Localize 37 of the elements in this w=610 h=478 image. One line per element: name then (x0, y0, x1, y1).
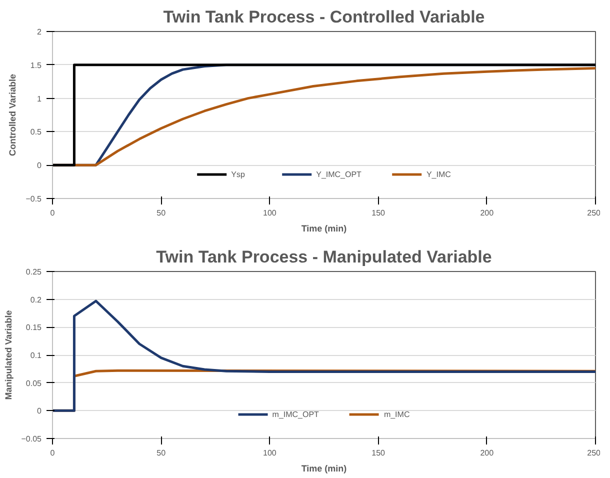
y-tick-label: −0.5 (26, 194, 42, 204)
chart-title: Twin Tank Process - Manipulated Variable (156, 248, 492, 266)
x-tick-label: 200 (480, 448, 494, 458)
legend-label: Y_IMC_OPT (316, 170, 362, 178)
x-tick-label: 200 (480, 208, 494, 218)
y-tick-label: 1.5 (30, 60, 42, 70)
x-tick-label: 100 (263, 448, 277, 458)
y-tick-label: 0.25 (26, 268, 42, 276)
legend-label: m_IMC (384, 410, 410, 418)
legend-label: m_IMC_OPT (272, 410, 319, 418)
x-tick-label: 250 (587, 208, 602, 218)
y-tick-label: 0 (37, 406, 42, 416)
y-tick-label: −0.05 (21, 434, 42, 444)
x-tick-label: 50 (156, 208, 166, 218)
y-tick-label: 0.05 (26, 378, 42, 388)
x-tick-label: 0 (50, 448, 56, 458)
chart-title: Twin Tank Process - Controlled Variable (163, 8, 485, 26)
y-axis-title: Controlled Variable (8, 74, 18, 156)
x-tick-label: 100 (263, 208, 277, 218)
legend-label: Ysp (231, 170, 246, 178)
x-tick-label: 150 (372, 448, 386, 458)
x-axis-title: Time (min) (301, 464, 347, 474)
y-tick-label: 1 (37, 94, 42, 104)
legend-label: Y_IMC (426, 170, 451, 178)
x-tick-label: 250 (587, 448, 602, 458)
y-tick-label: 0.5 (30, 128, 42, 137)
y-axis-title: Manipulated Variable (3, 310, 14, 400)
x-tick-label: 0 (50, 208, 56, 218)
y-tick-label: 2 (37, 28, 42, 36)
x-axis-title: Time (min) (301, 224, 347, 234)
line-series (52, 300, 596, 412)
y-tick-label: 0.1 (30, 351, 42, 360)
y-tick-label: 0.15 (26, 323, 42, 332)
x-tick-label: 150 (372, 208, 386, 218)
y-tick-label: 0.2 (30, 295, 42, 304)
y-tick-label: 0 (37, 161, 42, 170)
x-tick-label: 50 (156, 448, 166, 458)
